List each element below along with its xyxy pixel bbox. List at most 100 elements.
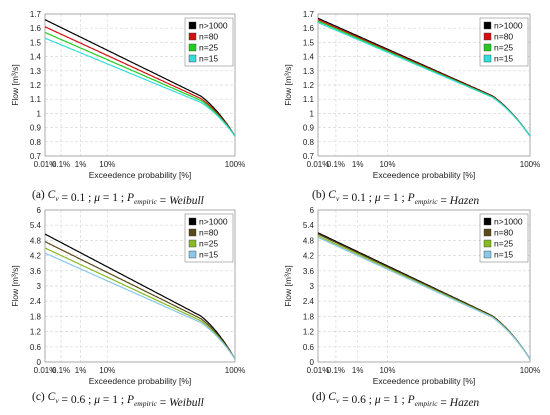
- caption-part: = 1 ;: [100, 192, 127, 204]
- legend-swatch: [188, 239, 197, 248]
- legend-swatch: [483, 250, 492, 259]
- y-tick-label: 4.2: [303, 252, 315, 261]
- x-tick-label: 0.1%: [52, 160, 70, 169]
- x-tick-label: 0.01%: [307, 366, 330, 375]
- y-tick-label: 1.6: [303, 24, 315, 33]
- caption-part: C: [48, 391, 56, 403]
- y-tick-label: 1.8: [30, 312, 42, 321]
- x-tick-label: 0.01%: [307, 160, 330, 169]
- legend-entry: n>1000: [494, 21, 523, 31]
- x-tick-label: 100%: [225, 160, 245, 169]
- y-tick-label: 0.8: [30, 138, 42, 147]
- y-tick-label: 0.7: [303, 152, 315, 161]
- y-tick-label: 0.6: [30, 343, 42, 352]
- legend-swatch: [188, 250, 197, 259]
- panel-caption: (a) Cv = 0.1 ; μ = 1 ; Pempiric = Weibul…: [32, 189, 204, 207]
- y-tick-label: 2.4: [303, 297, 315, 306]
- series-line-n=15: [44, 252, 236, 360]
- legend-swatch: [188, 21, 197, 30]
- plot-frame: [317, 209, 531, 363]
- y-tick-label: 1.5: [30, 38, 42, 47]
- legend-swatch: [188, 228, 197, 237]
- chart-panel-4: 0 0.6 1.2 1.8 2.4 3 3.6 4.2 4.8 5.4 6 0.01%0.1% 1% 10…: [283, 206, 540, 409]
- legend-entry: n=15: [494, 54, 513, 64]
- y-tick-label: 6: [37, 206, 42, 215]
- x-tick-label: 1%: [75, 366, 87, 375]
- y-tick-label: 1.2: [303, 328, 315, 337]
- caption-part: = 1 ;: [381, 192, 408, 204]
- caption-part: =: [438, 195, 450, 207]
- caption-part: = 0.1 ;: [59, 192, 95, 204]
- y-tick-label: 2.4: [30, 297, 42, 306]
- caption-part: (a): [32, 189, 48, 201]
- y-tick-label: 1.1: [30, 95, 42, 104]
- y-tick-label: 4.8: [30, 236, 42, 245]
- series-line-n=80: [44, 241, 236, 360]
- x-tick-label: 0.01%: [34, 366, 57, 375]
- x-tick-label: 100%: [225, 366, 245, 375]
- caption-part: (c): [32, 391, 48, 403]
- caption-part: = 0.1 ;: [339, 192, 375, 204]
- caption-part: (b): [312, 189, 328, 201]
- legend-swatch: [483, 43, 492, 52]
- legend-swatch: [483, 54, 492, 63]
- x-tick-label: 1%: [352, 366, 364, 375]
- plot-frame: [317, 13, 531, 157]
- legend-swatch: [188, 43, 197, 52]
- y-axis-label: Flow [m³/s]: [10, 64, 20, 106]
- legend-entry: n>1000: [199, 21, 228, 31]
- series-line-n>1000: [44, 233, 236, 360]
- y-tick-label: 1.7: [303, 10, 315, 19]
- y-axis-label: Flow [m³/s]: [10, 265, 20, 307]
- legend-swatch: [483, 217, 492, 226]
- legend-entry: n=25: [494, 239, 513, 249]
- x-tick-label: 1%: [352, 160, 364, 169]
- y-tick-label: 1.2: [303, 81, 315, 90]
- y-tick-label: 0.9: [303, 124, 315, 133]
- y-tick-label: 1: [310, 109, 315, 118]
- legend-swatch: [483, 21, 492, 30]
- panel-caption: (b) Cv = 0.1 ; μ = 1 ; Pempiric = Hazen: [312, 189, 479, 207]
- caption-part: C: [328, 391, 336, 403]
- x-tick-label: 0.1%: [327, 160, 345, 169]
- y-tick-label: 1.3: [30, 67, 42, 76]
- legend-swatch: [483, 239, 492, 248]
- caption-part: P: [126, 394, 134, 406]
- legend-entry: n=15: [494, 250, 513, 260]
- caption-part: P: [407, 192, 415, 204]
- x-tick-label: 0.1%: [327, 366, 345, 375]
- caption-part: =: [157, 195, 169, 207]
- legend-entry: n=15: [199, 54, 218, 64]
- caption-part: =: [438, 397, 450, 409]
- legend-swatch: [188, 54, 197, 63]
- x-tick-label: 10%: [99, 160, 115, 169]
- legend-entry: n=25: [199, 239, 218, 249]
- chart-panel-2: 0.7 0.8 0.9 1 1.1 1.2 1.3 1.4 1.5 1.6 1.7 0.01%0.1%…: [283, 10, 540, 207]
- caption-part: = 0.6 ;: [339, 394, 375, 406]
- legend-entry: n>1000: [494, 217, 523, 227]
- y-tick-label: 4.2: [30, 252, 42, 261]
- caption-part: empiric: [415, 399, 439, 408]
- legend-swatch: [483, 32, 492, 41]
- legend-entry: n>1000: [199, 217, 228, 227]
- caption-part: = 0.6 ;: [59, 394, 95, 406]
- x-tick-label: 0.01%: [34, 160, 57, 169]
- y-tick-label: 3.6: [303, 267, 315, 276]
- y-tick-label: 0.6: [303, 343, 315, 352]
- caption-part: = 1 ;: [381, 394, 408, 406]
- caption-part: Weibull: [169, 397, 204, 409]
- y-tick-label: 0: [310, 358, 315, 367]
- x-axis-label: Exceedence probability [%]: [373, 170, 476, 180]
- legend-swatch: [188, 32, 197, 41]
- caption-part: μ: [93, 192, 100, 204]
- caption-part: μ: [374, 192, 381, 204]
- series-line-n=15: [44, 37, 236, 137]
- plot-frame: [44, 13, 236, 157]
- x-tick-label: 10%: [379, 366, 395, 375]
- x-tick-label: 0.1%: [52, 366, 70, 375]
- series-line-n=25: [44, 31, 236, 137]
- x-tick-label: 1%: [75, 160, 87, 169]
- caption-part: Hazen: [449, 195, 480, 207]
- y-tick-label: 3: [310, 282, 315, 291]
- caption-part: C: [328, 189, 336, 201]
